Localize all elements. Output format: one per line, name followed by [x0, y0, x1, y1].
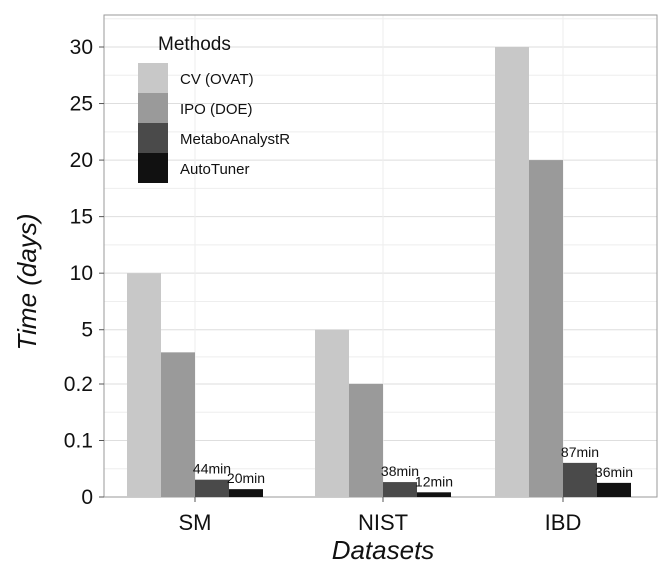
bar — [495, 47, 529, 497]
bar — [195, 479, 229, 497]
bar-data-label: 20min — [227, 470, 265, 486]
x-axis: SM NIST IBD — [179, 497, 582, 535]
y-tick-label: 5 — [81, 319, 93, 342]
bars — [127, 47, 631, 497]
y-tick-label: 0.2 — [64, 373, 93, 396]
x-tick-label: IBD — [545, 510, 582, 535]
legend-label: IPO (DOE) — [180, 101, 253, 118]
x-tick-label: NIST — [358, 510, 408, 535]
bar — [597, 482, 631, 497]
x-tick-label: SM — [179, 510, 212, 535]
legend-label: AutoTuner — [180, 161, 250, 178]
legend-key — [138, 63, 168, 93]
y-tick-label: 25 — [70, 93, 93, 116]
legend: Methods CV (OVAT) IPO (DOE) MetaboAnalystR… — [138, 34, 290, 183]
legend-label: MetaboAnalystR — [180, 131, 290, 148]
bar — [383, 482, 417, 497]
y-tick-label: 0 — [81, 486, 93, 509]
y-tick-label: 30 — [70, 36, 93, 59]
bar — [127, 273, 161, 497]
bar — [349, 383, 383, 497]
bar — [161, 352, 195, 497]
bar — [315, 329, 349, 497]
legend-title: Methods — [158, 34, 231, 55]
bar — [529, 160, 563, 497]
legend-key — [138, 153, 168, 183]
bar-data-label: 38min — [381, 463, 419, 479]
x-axis-title: Datasets — [332, 535, 435, 562]
y-tick-label: 10 — [70, 262, 93, 285]
bar-data-label: 12min — [415, 473, 453, 489]
bar-data-label: 36min — [595, 464, 633, 480]
y-tick-label: 15 — [70, 206, 93, 229]
legend-key — [138, 123, 168, 153]
y-axis-title: Time (days) — [12, 213, 42, 350]
bar-data-label: 44min — [193, 461, 231, 477]
y-tick-label: 20 — [70, 149, 93, 172]
legend-key — [138, 93, 168, 123]
grid — [104, 15, 657, 498]
y-tick-label: 0.1 — [64, 430, 93, 453]
y-axis: 0 0.1 0.2 5 10 15 20 25 30 — [64, 36, 104, 509]
bar — [229, 489, 263, 497]
bar — [417, 492, 451, 497]
bar — [563, 462, 597, 497]
legend-label: CV (OVAT) — [180, 71, 254, 88]
bar-data-label: 87min — [561, 444, 599, 460]
